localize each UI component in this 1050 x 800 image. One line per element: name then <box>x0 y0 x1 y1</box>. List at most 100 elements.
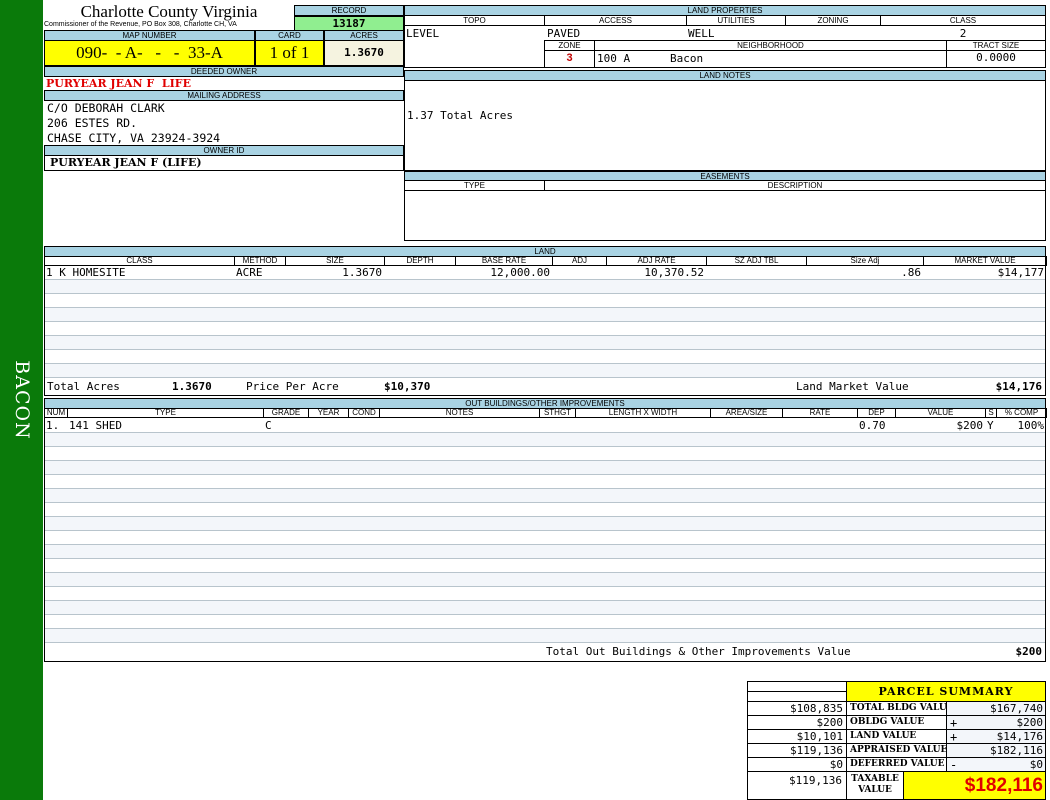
table-cell: 0.70 <box>859 419 886 432</box>
column-header: SZ ADJ TBL <box>706 256 807 266</box>
class-value: 2 <box>959 27 967 40</box>
table-cell <box>308 419 348 433</box>
column-header: TYPE <box>67 408 264 418</box>
table-cell: $200 <box>956 419 984 432</box>
column-header: CLASS <box>44 256 235 266</box>
taxable-label: TAXABLE VALUE <box>846 771 904 800</box>
sidebar: BACON <box>0 0 43 800</box>
record-value: 13187 <box>294 16 404 31</box>
table-row <box>44 503 1046 517</box>
total-acres: 1.3670 <box>172 380 212 393</box>
neighborhood-code: 100 A <box>597 52 631 65</box>
summary-prior-value: $119,136 <box>747 743 847 758</box>
table-row <box>44 587 1046 601</box>
summary-value: $200 <box>1016 716 1044 729</box>
summary-label: OBLDG VALUE <box>846 715 947 730</box>
column-header: ADJ <box>552 256 607 266</box>
land-notes: 1.37 Total Acres <box>404 80 1046 171</box>
address-line: C/O DEBORAH CLARK <box>47 101 165 115</box>
column-header: GRADE <box>263 408 309 418</box>
column-header: VALUE <box>895 408 986 418</box>
summary-operator: + <box>950 730 958 744</box>
table-row <box>44 350 1046 364</box>
parcel-summary-title: PARCEL SUMMARY <box>846 681 1046 702</box>
column-header: RATE <box>782 408 858 418</box>
total-acres-label: Total Acres <box>47 380 120 393</box>
summary-label: DEFERRED VALUE <box>846 757 947 772</box>
table-cell: 12,000.00 <box>490 266 550 279</box>
neighborhood-box <box>594 50 947 68</box>
mailing-address: C/O DEBORAH CLARK 206 ESTES RD. CHASE CI… <box>47 101 220 146</box>
table-row <box>44 545 1046 559</box>
land-market-value-label: Land Market Value <box>796 380 909 393</box>
column-header: Size Adj <box>806 256 924 266</box>
address-line: 206 ESTES RD. <box>47 116 138 130</box>
table-row <box>44 573 1046 587</box>
table-row <box>44 601 1046 615</box>
office-address: Commissioner of the Revenue, PO Box 308,… <box>44 21 237 28</box>
column-header: MARKET VALUE <box>923 256 1047 266</box>
utilities-value: WELL <box>688 27 715 40</box>
table-row: 1. 141 SHED C 0.70 $200 Y 100% <box>44 419 1046 433</box>
table-row <box>44 308 1046 322</box>
table-cell <box>710 419 782 433</box>
zone-value: 3 <box>544 50 595 68</box>
column-header: STHGT <box>539 408 576 418</box>
taxable-prior: $119,136 <box>747 771 847 800</box>
table-cell: 141 SHED <box>69 419 122 432</box>
column-header: BASE RATE <box>455 256 553 266</box>
table-row <box>44 364 1046 378</box>
table-cell <box>379 419 539 433</box>
table-row <box>44 461 1046 475</box>
owner-id-label: OWNER ID <box>44 145 404 156</box>
table-row: 1 K HOMESITE ACRE 1.3670 12,000.00 10,370.52… <box>44 266 1046 280</box>
summary-label: LAND VALUE <box>846 729 947 744</box>
column-header: AREA/SIZE <box>710 408 783 418</box>
land-market-value: $14,176 <box>995 380 1042 393</box>
price-per-acre: $10,370 <box>384 380 431 393</box>
table-cell <box>552 266 606 280</box>
table-row <box>44 531 1046 545</box>
table-cell: ACRE <box>236 266 263 279</box>
price-per-acre-label: Price Per Acre <box>246 380 339 393</box>
column-header: YEAR <box>308 408 349 418</box>
mailing-address-label: MAILING ADDRESS <box>44 90 404 101</box>
table-cell: 1. <box>46 419 60 432</box>
tract-size-value: 0.0000 <box>946 50 1046 68</box>
column-header: NUM <box>44 408 68 418</box>
acres-value: 1.3670 <box>324 40 404 66</box>
table-row <box>44 475 1046 489</box>
table-row <box>44 615 1046 629</box>
table-cell: 1 K HOMESITE <box>46 266 126 279</box>
table-cell <box>782 419 857 433</box>
map-number: 090- - A- - - 33-A <box>44 40 255 66</box>
table-cell <box>575 419 710 433</box>
taxable-value: $182,116 <box>903 771 1046 800</box>
table-cell: C <box>265 419 272 432</box>
summary-value: $0 <box>1029 758 1043 771</box>
card-value: 1 of 1 <box>255 40 324 66</box>
record-label: RECORD <box>294 5 404 16</box>
table-cell: Y <box>987 419 994 432</box>
column-header: DEPTH <box>384 256 456 266</box>
summary-label: APPRAISED VALUE <box>846 743 947 758</box>
table-row <box>44 489 1046 503</box>
table-row <box>44 294 1046 308</box>
summary-operator: - <box>950 758 958 772</box>
column-header: NOTES <box>379 408 540 418</box>
table-row <box>44 517 1046 531</box>
address-line: CHASE CITY, VA 23924-3924 <box>47 131 221 145</box>
column-header: SIZE <box>285 256 385 266</box>
table-cell <box>539 419 575 433</box>
table-cell: .86 <box>901 266 921 279</box>
table-row <box>44 433 1046 447</box>
table-cell <box>348 419 379 433</box>
class-label: CLASS <box>880 16 1046 26</box>
summary-value: $182,116 <box>990 744 1043 757</box>
table-row <box>44 447 1046 461</box>
easements-body <box>404 190 1046 241</box>
county-title: Charlotte County Virginia <box>80 2 258 21</box>
column-header: ADJ RATE <box>606 256 707 266</box>
table-cell: 1.3670 <box>342 266 382 279</box>
outbuildings-total: $200 <box>1015 645 1043 658</box>
